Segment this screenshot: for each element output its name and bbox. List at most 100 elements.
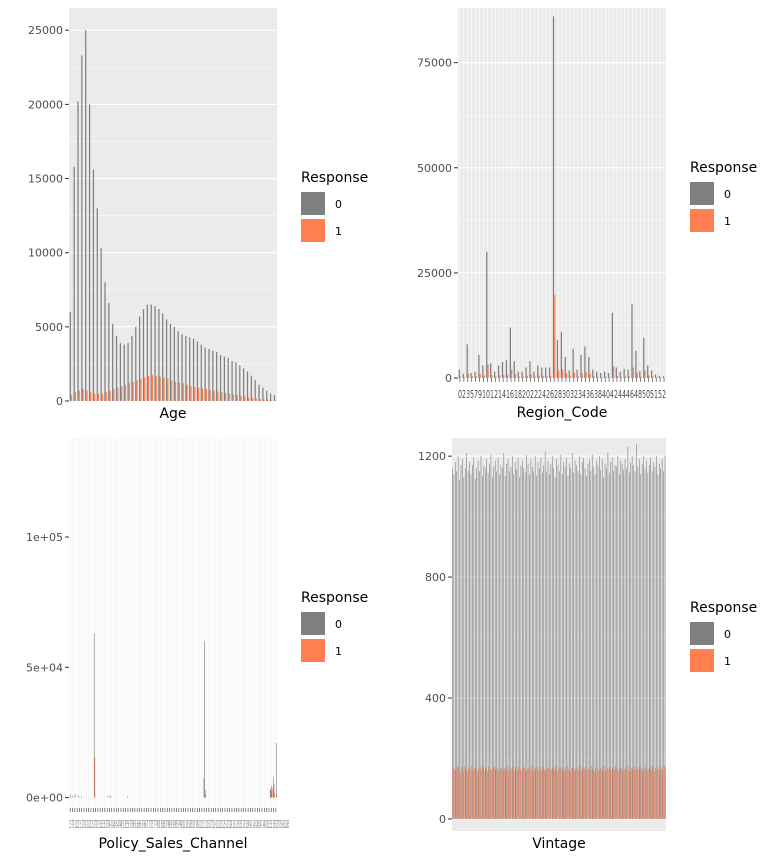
bar-response-0: [584, 346, 586, 378]
bar-response-0: [658, 375, 661, 378]
bar-response-1: [613, 769, 615, 819]
bar-response-1: [101, 393, 103, 401]
bar-response-0: [127, 343, 129, 401]
bar-response-1: [228, 393, 231, 401]
y-tick-label: 75000: [417, 57, 452, 70]
bar-response-0: [200, 344, 202, 401]
bar-response-1: [602, 769, 604, 819]
bar-response-1: [551, 769, 552, 819]
bar-response-1: [144, 377, 146, 401]
bars: [70, 633, 278, 798]
bar-response-0: [624, 459, 626, 819]
bar-response-1: [78, 390, 80, 401]
bar-response-0: [613, 471, 614, 819]
bar-response-1: [522, 376, 525, 378]
bar-response-1: [663, 766, 665, 819]
bar-response-1: [569, 771, 571, 819]
bar-response-0: [630, 462, 632, 819]
bar-response-1: [662, 769, 664, 819]
bar-response-0: [270, 791, 272, 798]
bar-response-0: [637, 466, 639, 819]
bar-response-0: [623, 469, 624, 819]
bar-response-1: [528, 767, 529, 819]
bar-response-0: [569, 463, 570, 819]
bar-response-0: [454, 462, 456, 819]
bar-response-1: [132, 381, 134, 401]
bar-response-1: [272, 788, 273, 798]
bar-response-1: [562, 369, 564, 378]
bar-response-1: [628, 766, 629, 819]
bar-response-0: [601, 459, 603, 819]
bar-response-1: [499, 375, 501, 378]
y-tick-label: 15000: [28, 173, 63, 186]
bar-response-1: [549, 770, 551, 819]
bar-response-0: [517, 371, 519, 378]
bar-response-0: [603, 371, 606, 378]
legend-title: Response: [690, 160, 757, 176]
bar-response-0: [545, 367, 547, 378]
bar-response-0: [611, 312, 614, 378]
bar-response-0: [586, 475, 587, 819]
bar-response-1: [558, 370, 560, 378]
bar-response-0: [604, 463, 606, 819]
bar-response-0: [560, 454, 562, 819]
bar-response-1: [646, 770, 648, 819]
bar-response-1: [471, 376, 473, 378]
bar-response-1: [605, 771, 606, 819]
bar-response-0: [590, 471, 592, 819]
bar-response-0: [93, 633, 95, 798]
bar-response-1: [97, 393, 100, 401]
bar-response-1: [563, 767, 565, 819]
bar-response-1: [530, 374, 532, 378]
bar-response-1: [236, 395, 238, 401]
bar-response-0: [131, 335, 133, 401]
legend: Response 0 1: [301, 170, 368, 242]
bar-response-1: [483, 375, 485, 378]
bar-response-0: [208, 349, 210, 401]
y-tick-label: 400: [425, 692, 446, 705]
bar-response-0: [583, 457, 584, 819]
bar-response-0: [557, 465, 559, 819]
bar-response-1: [632, 769, 634, 819]
bar-response-1: [74, 392, 77, 401]
bar-response-1: [649, 767, 651, 819]
bar-response-1: [205, 789, 206, 798]
bar-response-1: [225, 392, 227, 401]
y-tick-label: 5e+04: [26, 661, 63, 674]
bar-response-1: [248, 397, 250, 401]
bar-response-1: [658, 766, 659, 819]
x-axis-title: Vintage: [532, 836, 586, 852]
bar-response-0: [522, 460, 523, 819]
bar-response-0: [656, 456, 657, 819]
bar-response-1: [534, 376, 536, 378]
bar-response-0: [453, 474, 455, 819]
bar-response-0: [576, 465, 577, 819]
y-tick-label: 5000: [35, 321, 63, 334]
bar-response-1: [501, 766, 502, 819]
bar-response-1: [555, 766, 557, 819]
bar-response-0: [519, 477, 520, 819]
bar-response-1: [548, 766, 549, 819]
bar-response-0: [536, 475, 537, 819]
bar-response-1: [190, 386, 192, 401]
bar-response-0: [527, 463, 529, 819]
bar-response-0: [541, 472, 543, 819]
bar-response-0: [591, 454, 593, 819]
y-tick-label: 25000: [417, 267, 452, 280]
legend-label-1: 1: [724, 215, 731, 228]
bar-response-0: [657, 474, 659, 819]
bar-response-1: [518, 766, 519, 819]
bar-response-1: [506, 766, 508, 819]
bar-response-0: [100, 248, 102, 401]
bars: [69, 30, 277, 402]
bar-response-1: [178, 382, 181, 401]
bar-response-1: [542, 375, 544, 378]
bar-response-1: [459, 772, 461, 819]
bar-response-1: [624, 376, 627, 378]
bar-response-1: [576, 767, 578, 819]
bar-response-0: [532, 466, 533, 819]
bar-response-0: [646, 460, 647, 819]
bar-response-1: [70, 797, 72, 798]
bar-response-1: [546, 375, 548, 378]
bar-response-1: [498, 771, 499, 819]
